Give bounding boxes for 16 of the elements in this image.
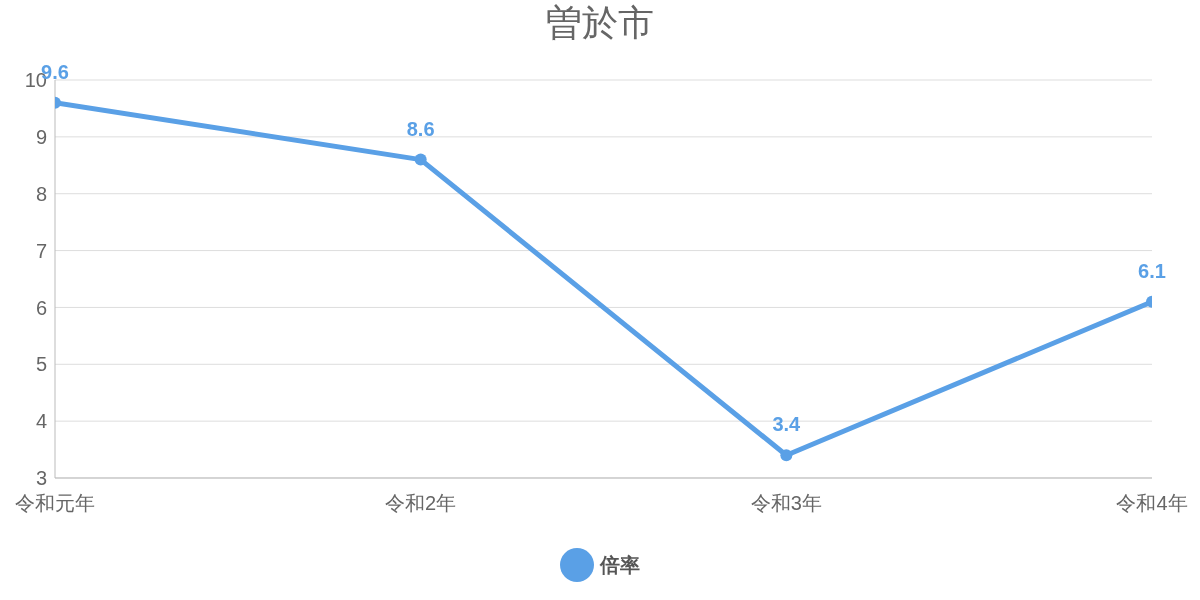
chart-title: 曽於市	[545, 1, 655, 45]
data-label: 3.4	[772, 413, 802, 436]
y-tick-label: 8	[35, 182, 47, 205]
y-tick-label: 6	[35, 296, 47, 319]
x-tick-label: 令和2年	[385, 492, 457, 515]
data-label: 6.1	[1138, 259, 1166, 282]
y-tick-label: 7	[35, 239, 47, 262]
x-tick-label: 令和元年	[15, 492, 95, 515]
y-tick-label: 3	[35, 467, 47, 490]
x-tick-label: 令和3年	[750, 492, 822, 515]
data-label: 8.6	[406, 117, 435, 140]
x-tick-label: 令和4年	[1116, 492, 1188, 515]
y-tick-label: 9	[35, 125, 47, 148]
legend-label: 倍率	[600, 552, 640, 578]
y-tick-label: 5	[35, 353, 47, 376]
y-tick-label: 4	[35, 410, 47, 433]
